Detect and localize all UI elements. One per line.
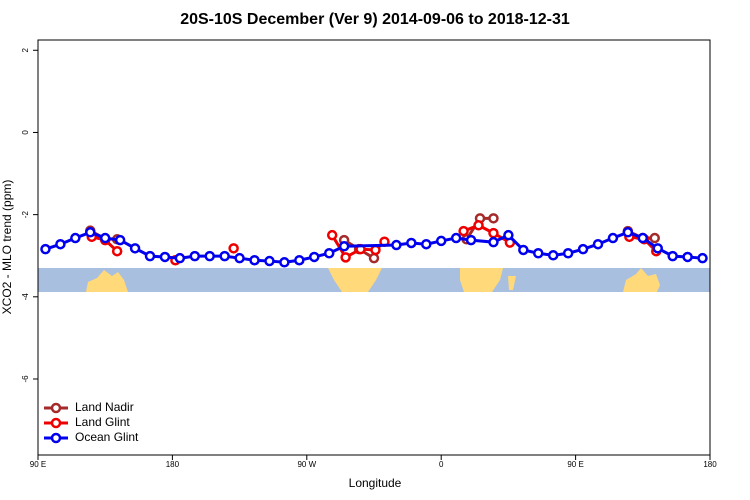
data-point (667, 250, 678, 262)
data-point (682, 251, 693, 263)
data-point (174, 252, 186, 264)
y-tick-label: -4 (21, 293, 30, 301)
x-tick-label: 90 E (30, 460, 46, 469)
data-point (592, 238, 604, 250)
data-point (279, 257, 290, 268)
data-point (294, 254, 305, 266)
data-point (340, 252, 351, 263)
data-point (114, 234, 126, 246)
y-tick-label: 0 (21, 130, 30, 135)
y-tick-label: -6 (21, 375, 30, 383)
data-point (473, 220, 484, 231)
x-tick-label: 90 E (567, 460, 583, 469)
legend-label: Ocean Glint (75, 430, 139, 444)
chart-title: 20S-10S December (Ver 9) 2014-09-06 to 2… (180, 11, 570, 28)
data-point (649, 232, 660, 244)
data-point (159, 251, 171, 263)
data-point (99, 232, 111, 244)
data-point (697, 252, 708, 264)
data-point (368, 252, 380, 264)
y-tick-label: -2 (21, 211, 30, 219)
data-point (219, 250, 230, 262)
data-point (204, 250, 215, 262)
y-axis-label: XCO2 - MLO trend (ppm) (0, 180, 14, 315)
x-tick-label: 90 W (297, 460, 316, 469)
data-point (338, 241, 350, 252)
legend-label: Land Glint (75, 415, 130, 429)
data-point (129, 243, 141, 254)
data-point (607, 232, 619, 244)
data-point (323, 248, 335, 259)
x-axis-label: Longitude (349, 476, 402, 490)
data-point (533, 248, 544, 259)
data-point (547, 250, 559, 261)
data-point (622, 227, 634, 238)
legend-marker (50, 432, 62, 444)
x-tick-label: 180 (166, 460, 180, 469)
data-point (144, 250, 156, 262)
land-strip (38, 268, 710, 292)
x-tick-label: 0 (439, 460, 444, 469)
data-point (562, 248, 574, 259)
data-point (264, 255, 275, 267)
data-point (406, 237, 417, 249)
data-point (309, 251, 320, 263)
legend-marker (50, 402, 62, 414)
data-point (488, 213, 499, 224)
data-point (391, 239, 402, 251)
data-point (85, 227, 96, 238)
data-point (435, 235, 447, 247)
legend-marker (50, 417, 62, 429)
data-point (458, 225, 469, 237)
data-point (189, 250, 201, 262)
data-point (450, 232, 462, 244)
data-point (40, 243, 51, 255)
plot-frame (37, 39, 711, 456)
data-point (111, 245, 123, 257)
data-point (234, 252, 245, 264)
data-point (228, 243, 239, 254)
legend-label: Land Nadir (75, 400, 134, 414)
data-point (577, 243, 589, 255)
data-point (637, 232, 649, 244)
data-point (55, 238, 66, 250)
data-point (370, 244, 381, 256)
data-point (488, 227, 499, 239)
data-point (503, 229, 514, 241)
data-point (70, 232, 81, 244)
x-tick-label: 180 (703, 460, 717, 469)
data-point (249, 254, 260, 266)
data-point (488, 236, 499, 248)
data-point (421, 238, 432, 250)
data-point (465, 234, 477, 246)
data-point (518, 244, 529, 256)
data-point (326, 229, 338, 241)
data-point (652, 243, 663, 254)
y-tick-label: 2 (21, 47, 30, 52)
